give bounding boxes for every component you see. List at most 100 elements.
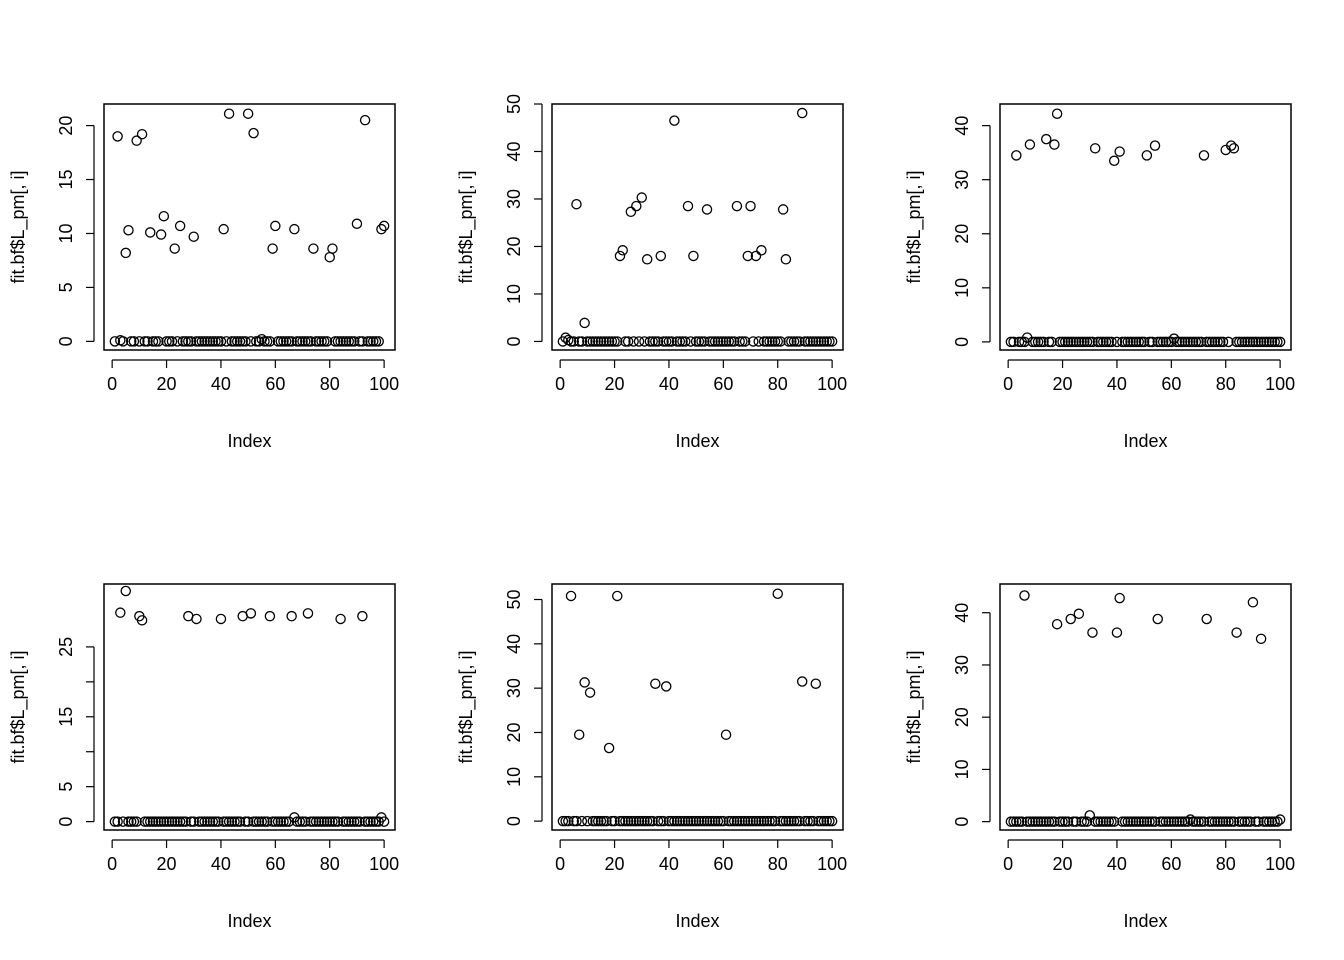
- data-point: [294, 816, 306, 827]
- data-point: [223, 816, 235, 827]
- data-point: [1054, 816, 1066, 827]
- data-point: [1062, 336, 1074, 348]
- x-tick-label: 0: [1003, 854, 1013, 874]
- data-point: [650, 678, 661, 689]
- data-point: [139, 336, 151, 347]
- x-tick-label: 100: [369, 374, 399, 394]
- y-tick-label: 10: [952, 278, 972, 298]
- data-point: [1239, 336, 1251, 348]
- data-point: [565, 336, 577, 347]
- data-point: [810, 678, 822, 689]
- data-point: [1212, 336, 1223, 348]
- data-point: [780, 815, 792, 827]
- data-point: [378, 816, 390, 827]
- data-point: [223, 108, 235, 119]
- data-point: [1247, 597, 1259, 608]
- y-tick-label: 0: [952, 337, 972, 347]
- data-point: [270, 220, 281, 232]
- data-point: [1108, 816, 1120, 827]
- data-point: [161, 336, 172, 347]
- data-point: [164, 336, 175, 347]
- data-point: [1049, 816, 1060, 827]
- data-point: [612, 590, 623, 602]
- data-point: [1068, 336, 1079, 348]
- y-tick-label: 0: [504, 336, 524, 346]
- data-point: [251, 816, 262, 827]
- x-tick-label: 0: [107, 374, 117, 394]
- data-point: [628, 815, 639, 827]
- data-point: [1193, 816, 1204, 827]
- data-point: [1089, 143, 1101, 154]
- data-point: [750, 250, 762, 262]
- y-tick-label: 0: [952, 817, 972, 827]
- data-point: [707, 815, 718, 827]
- data-point: [142, 816, 153, 827]
- data-point: [153, 816, 164, 827]
- data-point: [240, 816, 251, 827]
- data-point: [229, 816, 240, 827]
- data-point: [680, 336, 691, 347]
- y-tick-label: 30: [952, 655, 972, 675]
- y-tick-label: 5: [56, 782, 76, 792]
- data-point: [1046, 336, 1057, 348]
- data-point: [343, 816, 355, 827]
- data-point: [259, 816, 270, 827]
- data-point: [592, 815, 604, 827]
- data-point: [259, 336, 270, 347]
- data-point: [1011, 816, 1022, 827]
- data-point: [1215, 816, 1226, 827]
- data-point: [715, 336, 726, 347]
- data-point: [709, 336, 721, 347]
- data-point: [617, 245, 628, 256]
- data-point: [1133, 336, 1144, 348]
- data-point: [185, 816, 197, 827]
- data-point: [267, 816, 278, 827]
- data-point: [158, 816, 170, 827]
- data-point: [1084, 336, 1095, 348]
- data-point: [1032, 816, 1044, 827]
- data-point: [327, 816, 338, 827]
- x-tick-label: 80: [1216, 374, 1236, 394]
- x-tick-label: 20: [1053, 854, 1073, 874]
- data-point: [647, 336, 658, 347]
- data-point: [1095, 816, 1106, 827]
- x-tick-label: 60: [265, 374, 285, 394]
- data-point: [786, 336, 797, 347]
- data-point: [191, 613, 202, 625]
- data-point: [115, 607, 126, 618]
- plot-frame: [999, 583, 1292, 831]
- data-point: [275, 816, 287, 827]
- y-tick-label: 15: [56, 707, 76, 727]
- data-point: [799, 815, 811, 827]
- data-point: [1223, 336, 1234, 348]
- data-point: [248, 127, 259, 139]
- data-point: [256, 816, 267, 827]
- data-point: [712, 336, 724, 347]
- data-point: [272, 336, 284, 347]
- data-point: [658, 336, 669, 347]
- data-point: [628, 336, 639, 347]
- data-point: [1081, 336, 1093, 348]
- y-axis-label: fit.bf$L_pm[, i]: [456, 650, 477, 763]
- data-point: [300, 336, 311, 347]
- data-point: [641, 815, 653, 827]
- data-point: [639, 336, 650, 347]
- data-point: [174, 220, 186, 232]
- data-point: [799, 336, 811, 347]
- data-point: [1198, 816, 1210, 827]
- data-point: [1266, 336, 1278, 348]
- data-point: [1119, 816, 1131, 827]
- data-point: [248, 816, 259, 827]
- data-point: [802, 815, 813, 827]
- data-point: [595, 336, 607, 347]
- data-point: [563, 334, 574, 346]
- data-point: [1114, 592, 1125, 604]
- y-tick-label: 10: [952, 759, 972, 779]
- data-point: [794, 815, 805, 827]
- data-point: [690, 336, 702, 347]
- data-point: [234, 336, 246, 347]
- data-point: [606, 336, 618, 347]
- data-point: [788, 815, 800, 827]
- data-point: [202, 816, 213, 827]
- y-tick-label: 20: [504, 722, 524, 742]
